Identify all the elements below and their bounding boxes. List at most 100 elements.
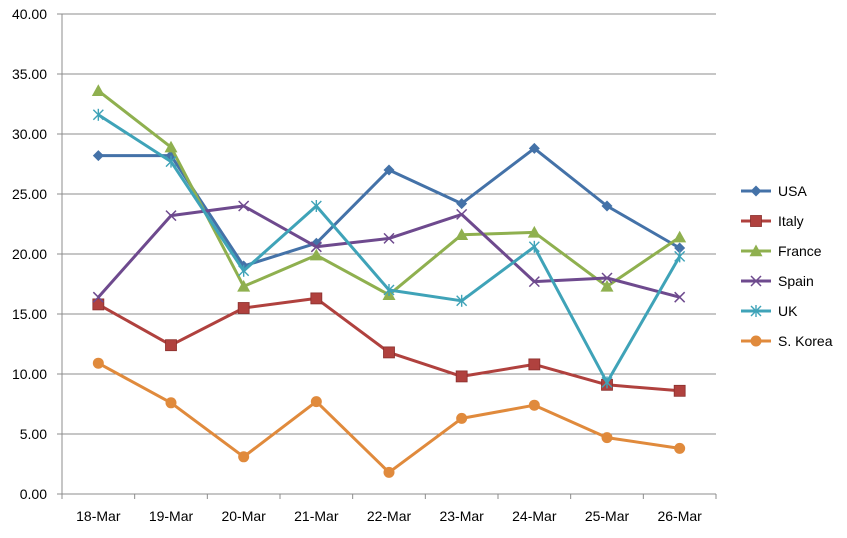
axes (57, 13, 717, 499)
legend-marker (750, 305, 762, 317)
legend-marker (750, 215, 762, 227)
series-spain (92, 200, 686, 303)
x-tick-label: 25-Mar (585, 508, 630, 524)
legend-marker (750, 335, 762, 347)
y-axis-tick-labels: 0.00 5.00 10.00 15.00 20.00 25.00 30.00 35.00 40… (12, 6, 47, 502)
data-point (455, 370, 468, 383)
x-tick-label: 21-Mar (294, 508, 339, 524)
series-line (97, 204, 681, 299)
x-axis-tick-labels: 18-Mar 19-Mar 20-Mar 21-Mar 22-Mar 23-Mar 24-M… (76, 508, 702, 524)
data-point (237, 279, 251, 292)
data-point (238, 200, 250, 212)
series-uk (92, 108, 686, 389)
data-point (674, 291, 686, 303)
data-point (92, 291, 104, 303)
legend-marker (749, 244, 763, 257)
data-point (673, 384, 686, 397)
y-tick-label: 30.00 (12, 126, 47, 142)
x-tick-label: 24-Mar (512, 508, 557, 524)
legend-label: France (778, 243, 822, 259)
series-usa (92, 142, 686, 272)
data-point (527, 225, 541, 238)
legend-marker (750, 275, 762, 287)
x-tick-label: 20-Mar (221, 508, 266, 524)
data-point (310, 396, 322, 408)
legend-entry: Spain (741, 273, 814, 289)
legend-entry: UK (741, 303, 798, 319)
data-point (456, 208, 468, 220)
data-point (528, 142, 540, 154)
data-point (383, 346, 395, 359)
data-point (528, 358, 541, 371)
data-point (92, 357, 104, 369)
data-point (456, 198, 468, 210)
legend-label: S. Korea (778, 333, 833, 349)
x-tick-label: 22-Mar (367, 508, 412, 524)
legend-label: USA (778, 183, 807, 199)
legend: USA Italy France Spain UK S. Korea (741, 183, 833, 349)
series-france (91, 84, 687, 300)
series-line (97, 113, 681, 384)
data-point (528, 276, 540, 288)
data-point (601, 432, 613, 444)
data-point (456, 412, 468, 424)
data-point (238, 451, 250, 463)
legend-label: Italy (778, 213, 804, 229)
data-point (601, 272, 613, 284)
legend-entry: USA (741, 183, 807, 199)
gridlines (62, 13, 716, 495)
data-point (383, 284, 395, 296)
data-point (237, 302, 250, 314)
data-point (456, 294, 468, 307)
series-s-korea (92, 357, 686, 478)
data-point (238, 264, 250, 277)
legend-label: UK (778, 303, 798, 319)
x-tick-label: 23-Mar (439, 508, 484, 524)
data-point (528, 240, 540, 253)
data-point (674, 242, 686, 254)
data-point (673, 230, 687, 243)
x-tick-label: 18-Mar (76, 508, 121, 524)
series-line (97, 296, 680, 393)
data-point (383, 466, 395, 478)
y-tick-label: 0.00 (20, 486, 47, 502)
data-point (601, 200, 613, 212)
data-point (92, 150, 104, 162)
x-tick-label: 19-Mar (149, 508, 194, 524)
legend-entry: Italy (741, 213, 804, 229)
data-point (92, 108, 104, 121)
data-point (165, 155, 177, 168)
x-tick-label: 26-Mar (657, 508, 702, 524)
y-tick-label: 40.00 (12, 6, 47, 22)
legend-label: Spain (778, 273, 814, 289)
data-point (309, 248, 323, 261)
y-tick-label: 25.00 (12, 186, 47, 202)
series-italy (92, 292, 686, 397)
data-point (165, 210, 177, 222)
data-point (600, 279, 614, 292)
data-point (164, 140, 178, 153)
data-point (528, 399, 540, 411)
legend-marker (750, 185, 762, 197)
data-point (92, 298, 105, 311)
data-point (165, 397, 177, 409)
legend-entry: S. Korea (741, 333, 833, 349)
data-point (310, 200, 322, 212)
data-point (310, 292, 323, 305)
data-point (383, 164, 395, 176)
data-point (383, 232, 395, 244)
data-point (165, 339, 177, 352)
data-point (601, 376, 613, 389)
y-tick-label: 5.00 (20, 426, 47, 442)
y-tick-label: 15.00 (12, 306, 47, 322)
legend-entry: France (741, 243, 822, 259)
y-tick-label: 35.00 (12, 66, 47, 82)
data-point (91, 84, 105, 96)
data-point (674, 250, 686, 263)
series-lines (91, 84, 687, 478)
data-point (674, 442, 686, 454)
y-tick-label: 20.00 (12, 246, 47, 262)
data-point (455, 228, 469, 240)
